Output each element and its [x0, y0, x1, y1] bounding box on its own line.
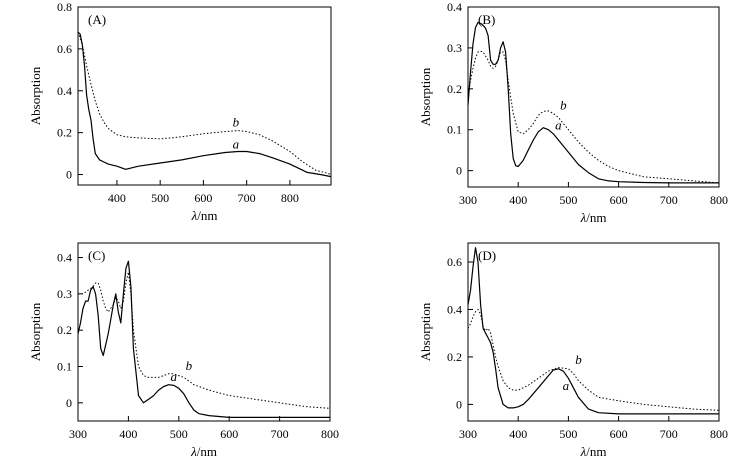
x-axis-title: λ/nm — [191, 208, 218, 223]
plot-frame — [467, 242, 720, 422]
y-tick-label: 0.8 — [57, 0, 72, 14]
x-tick-label: 600 — [610, 427, 628, 441]
y-tick-label: 0.1 — [57, 360, 72, 374]
series-a-line — [468, 247, 719, 415]
series-b-line — [468, 309, 719, 411]
x-tick-label: 300 — [459, 427, 477, 441]
x-tick-label: 800 — [710, 193, 728, 207]
y-tick-label: 0.3 — [447, 41, 462, 55]
x-tick-label: 300 — [69, 427, 87, 441]
x-tick-label: 600 — [194, 191, 212, 205]
x-tick-label: 700 — [660, 193, 678, 207]
series-a-line — [468, 21, 719, 184]
y-tick-label: 0.2 — [447, 82, 462, 96]
x-tick-label: 400 — [509, 193, 527, 207]
x-tick-label: 700 — [660, 427, 678, 441]
panel-3: 300 400 500 600 700 800 0 0.1 0.2 0.3 0.4 Absorptio… — [28, 242, 339, 459]
y-axis-title: Absorption — [418, 67, 433, 126]
y-tick-label: 0 — [66, 396, 72, 410]
x-tick-label: 400 — [509, 427, 527, 441]
curve-label-b: b — [186, 358, 193, 373]
y-tick-label: 0.3 — [57, 287, 72, 301]
panel-label: (A) — [88, 12, 106, 27]
x-tick-label: 800 — [321, 427, 339, 441]
x-tick-label: 400 — [119, 427, 137, 441]
y-tick-label: 0.2 — [447, 350, 462, 364]
y-tick-label: 0.6 — [447, 255, 462, 269]
y-tick-label: 0.4 — [57, 84, 72, 98]
x-tick-label: 500 — [559, 427, 577, 441]
y-tick-label: 0.4 — [447, 0, 462, 14]
x-tick-label: 400 — [108, 191, 126, 205]
x-axis-unit: /nm — [586, 210, 606, 225]
curve-label-b: b — [560, 97, 567, 112]
series-b-line — [468, 50, 719, 184]
y-axis-title: Absorption — [28, 302, 43, 361]
plot-frame — [467, 6, 720, 188]
x-tick-label: 800 — [281, 191, 299, 205]
panel-4: 300 400 500 600 700 800 0 0.2 0.4 0.6 Absorption λ/… — [418, 242, 728, 459]
panel-label: (C) — [88, 248, 105, 263]
curve-label-b: b — [575, 352, 582, 367]
series-a-line — [78, 260, 330, 418]
y-tick-label: 0 — [66, 168, 72, 182]
x-tick-label: 500 — [151, 191, 169, 205]
x-axis-symbol: λ — [580, 210, 587, 225]
x-axis-unit: /nm — [197, 208, 217, 223]
x-tick-label: 500 — [170, 427, 188, 441]
x-tick-label: 300 — [459, 193, 477, 207]
curve-label-a: a — [233, 136, 240, 151]
panel-label: (D) — [478, 248, 496, 263]
curve-label-b: b — [233, 114, 240, 129]
series-b-line — [78, 31, 331, 175]
curve-label-a: a — [171, 369, 178, 384]
x-tick-label: 800 — [710, 427, 728, 441]
x-tick-label: 700 — [271, 427, 289, 441]
y-tick-label: 0 — [456, 397, 462, 411]
panel-label: (B) — [478, 12, 495, 27]
x-tick-label: 600 — [220, 427, 238, 441]
series-a-line — [78, 31, 331, 178]
y-axis-title: Absorption — [28, 66, 43, 125]
curve-label-a: a — [563, 378, 570, 393]
curve-label-a: a — [555, 118, 562, 133]
x-axis-title: λ/nm — [190, 444, 217, 459]
x-axis-unit: /nm — [586, 444, 606, 459]
x-axis-title: λ/nm — [580, 210, 607, 225]
y-tick-label: 0 — [456, 164, 462, 178]
y-tick-label: 0.2 — [57, 323, 72, 337]
x-tick-label: 500 — [559, 193, 577, 207]
series-b-line — [78, 271, 330, 409]
x-axis-unit: /nm — [197, 444, 217, 459]
panel-2: 300 400 500 600 700 800 0 0.1 0.2 0.3 0.4 Absorptio… — [418, 0, 728, 225]
y-tick-label: 0.4 — [447, 302, 462, 316]
panel-1: 400 500 600 700 800 0 0.2 0.4 0.6 0.8 Absorption λ/… — [28, 0, 332, 223]
plot-frame — [77, 242, 331, 422]
plot-frame — [77, 6, 332, 186]
x-axis-symbol: λ — [580, 444, 587, 459]
y-tick-label: 0.2 — [57, 126, 72, 140]
y-tick-label: 0.1 — [447, 123, 462, 137]
y-axis-title: Absorption — [418, 302, 433, 361]
x-tick-label: 700 — [238, 191, 256, 205]
y-tick-label: 0.4 — [57, 251, 72, 265]
x-axis-title: λ/nm — [580, 444, 607, 459]
x-tick-label: 600 — [610, 193, 628, 207]
x-axis-symbol: λ — [190, 444, 197, 459]
x-axis-symbol: λ — [191, 208, 198, 223]
y-tick-label: 0.6 — [57, 42, 72, 56]
